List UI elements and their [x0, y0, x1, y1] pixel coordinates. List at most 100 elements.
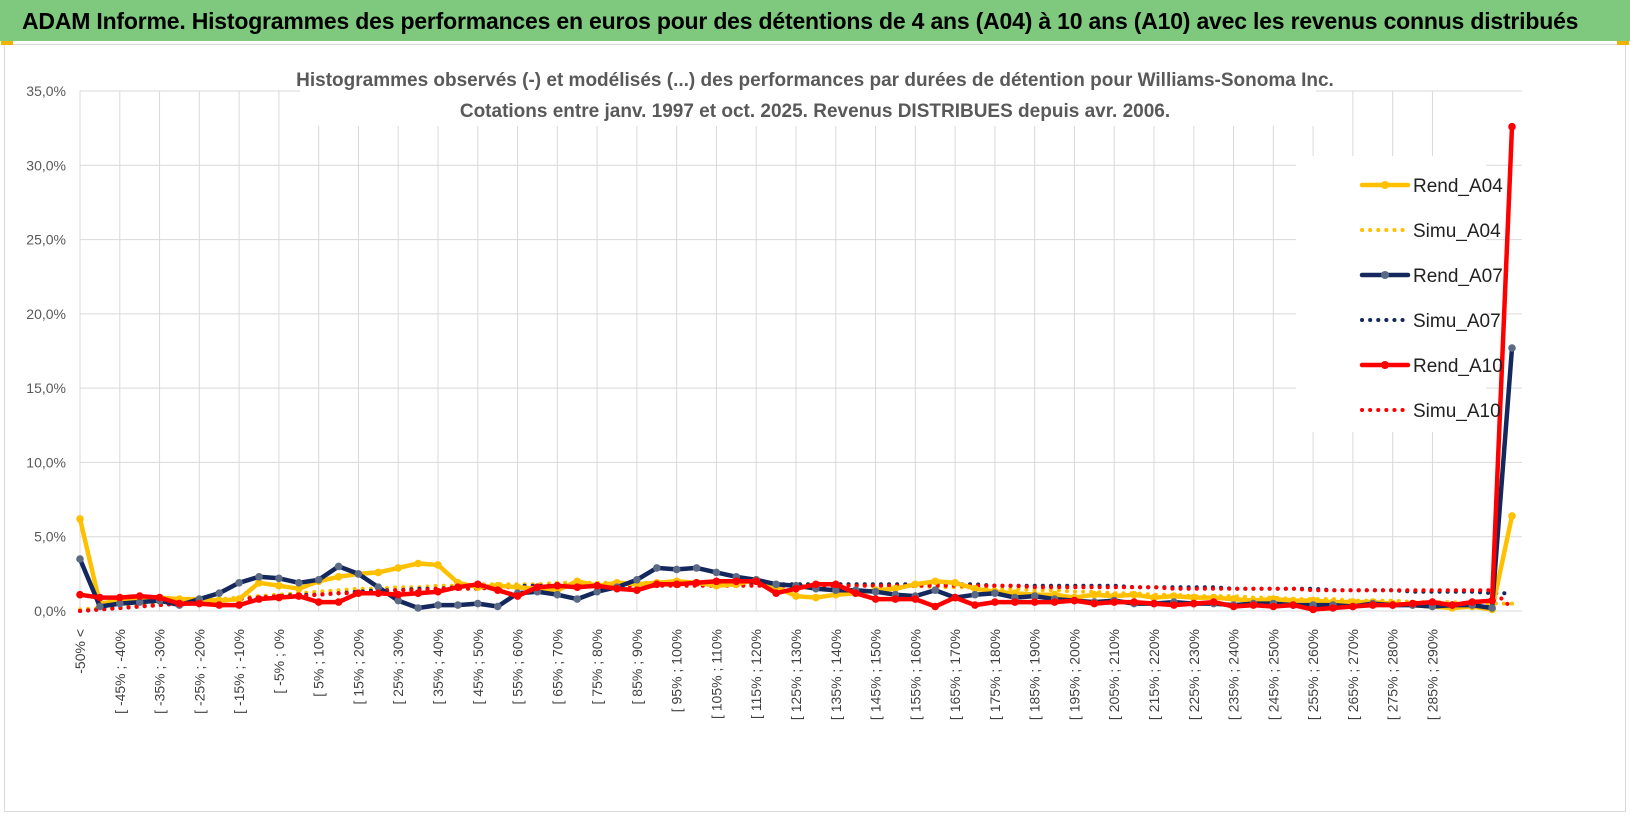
- data-point-rend-a04: [1130, 590, 1138, 599]
- data-point-rend-a07: [772, 580, 780, 589]
- data-point-rend-a10: [573, 583, 581, 591]
- data-point-rend-a07: [971, 590, 979, 599]
- data-point-rend-a10: [593, 581, 601, 590]
- data-point-rend-a10: [295, 592, 303, 600]
- data-point-rend-a07: [314, 576, 323, 584]
- data-point-rend-a04: [1190, 593, 1198, 602]
- data-point-rend-a10: [871, 595, 880, 603]
- x-tick-label: [ 215% ; 220%: [1146, 629, 1162, 720]
- data-point-rend-a10: [633, 586, 641, 594]
- data-point-rend-a04: [573, 577, 581, 586]
- data-point-rend-a10: [513, 592, 522, 600]
- data-point-rend-a10: [1110, 598, 1118, 606]
- x-tick-label: [ 145% ; 150%: [868, 629, 884, 720]
- data-point-rend-a07: [653, 564, 661, 572]
- data-point-rend-a10: [653, 580, 661, 589]
- data-point-rend-a07: [295, 579, 303, 587]
- data-point-rend-a10: [931, 602, 939, 611]
- data-point-rend-a10: [1329, 604, 1337, 612]
- data-point-rend-a10: [1229, 602, 1238, 611]
- x-tick-label: [ 205% ; 210%: [1106, 629, 1122, 720]
- x-tick-label: [ 195% ; 200%: [1066, 629, 1082, 720]
- data-point-rend-a07: [414, 604, 422, 612]
- x-tick-label: [ -15% ; -10%: [231, 629, 247, 714]
- data-point-rend-a10: [1508, 122, 1516, 131]
- data-point-rend-a07: [354, 570, 363, 578]
- data-point-rend-a07: [474, 599, 482, 608]
- series-rend-a10: [76, 122, 1516, 614]
- y-tick-label: 20,0%: [26, 306, 66, 322]
- data-point-rend-a04: [911, 580, 920, 589]
- data-point-rend-a10: [175, 599, 184, 608]
- data-point-rend-a10: [792, 584, 800, 593]
- data-point-rend-a04: [1508, 512, 1516, 520]
- chart-title-background: [300, 58, 1316, 126]
- y-tick-label: 10,0%: [26, 454, 66, 470]
- data-point-rend-a07: [573, 595, 581, 603]
- data-point-rend-a07: [832, 586, 840, 594]
- data-point-rend-a10: [1388, 601, 1397, 609]
- data-point-rend-a10: [493, 586, 502, 594]
- data-point-rend-a10: [1011, 598, 1019, 606]
- x-tick-label: [ -35% ; -30%: [152, 629, 168, 714]
- data-point-rend-a04: [295, 584, 303, 593]
- data-point-rend-a10: [275, 593, 283, 602]
- data-point-rend-a10: [215, 601, 223, 609]
- legend-label-simu-a04: Simu_A04: [1413, 221, 1501, 242]
- data-point-rend-a10: [712, 577, 721, 586]
- x-tick-label: [ 265% ; 270%: [1345, 629, 1361, 720]
- x-tick-label: [ 85% ; 90%: [629, 629, 645, 705]
- data-point-rend-a04: [374, 568, 383, 577]
- data-point-rend-a10: [1428, 598, 1437, 606]
- data-point-rend-a07: [593, 587, 601, 596]
- data-point-rend-a10: [1070, 596, 1079, 605]
- data-point-rend-a10: [116, 593, 124, 602]
- data-point-rend-a10: [772, 589, 780, 597]
- data-point-rend-a10: [1150, 599, 1158, 608]
- data-point-rend-a04: [812, 593, 820, 602]
- corner-accent-left: [1, 41, 13, 45]
- x-tick-label: [ 105% ; 110%: [708, 629, 724, 719]
- data-point-rend-a04: [235, 595, 243, 603]
- data-point-rend-a10: [195, 599, 204, 608]
- legend-label-rend-a04: Rend_A04: [1413, 176, 1503, 197]
- x-tick-label: [ 185% ; 190%: [1027, 629, 1043, 720]
- legend-item-rend-a10: Rend_A10: [1359, 356, 1503, 377]
- x-tick-label: [ 35% ; 40%: [430, 629, 446, 705]
- legend-label-simu-a07: Simu_A07: [1413, 311, 1501, 332]
- data-point-rend-a10: [732, 577, 741, 586]
- data-point-rend-a10: [951, 593, 959, 602]
- x-tick-label: [ -45% ; -40%: [112, 629, 128, 714]
- data-point-rend-a04: [1090, 590, 1099, 599]
- data-point-rend-a07: [434, 601, 442, 609]
- x-tick-label: [ 55% ; 60%: [510, 629, 526, 705]
- data-point-rend-a07: [553, 590, 562, 599]
- data-point-rend-a10: [832, 580, 840, 589]
- legend-item-rend-a04: Rend_A04: [1359, 176, 1503, 197]
- data-point-rend-a10: [1190, 599, 1198, 608]
- data-point-rend-a10: [1349, 602, 1357, 611]
- data-point-rend-a07: [1030, 592, 1039, 600]
- data-point-rend-a10: [374, 589, 383, 597]
- data-point-rend-a10: [613, 584, 621, 593]
- data-point-rend-a10: [1249, 601, 1258, 609]
- data-point-rend-a04: [792, 592, 800, 600]
- data-point-rend-a07: [275, 574, 283, 583]
- legend-marker-rend-a04: [1381, 181, 1389, 189]
- data-point-rend-a10: [354, 589, 363, 597]
- data-point-rend-a10: [314, 598, 323, 606]
- data-point-rend-a07: [215, 589, 223, 597]
- legend-label-rend-a10: Rend_A10: [1413, 356, 1503, 377]
- data-point-rend-a04: [394, 564, 403, 572]
- data-point-rend-a10: [991, 598, 999, 606]
- data-point-rend-a10: [1309, 605, 1317, 614]
- x-tick-label: [ 165% ; 170%: [947, 629, 963, 720]
- data-point-rend-a10: [1269, 602, 1278, 611]
- data-point-rend-a10: [454, 583, 462, 591]
- data-point-rend-a07: [672, 565, 681, 574]
- legend: Rend_A04 Simu_A04 Rend_A07 Simu_A07 Rend_A10…: [1296, 156, 1503, 432]
- data-point-rend-a04: [76, 515, 84, 523]
- x-tick-label: [ 235% ; 240%: [1226, 629, 1242, 720]
- y-tick-label: 15,0%: [26, 380, 66, 396]
- chart-subtitle: Cotations entre janv. 1997 et oct. 2025.…: [460, 101, 1170, 122]
